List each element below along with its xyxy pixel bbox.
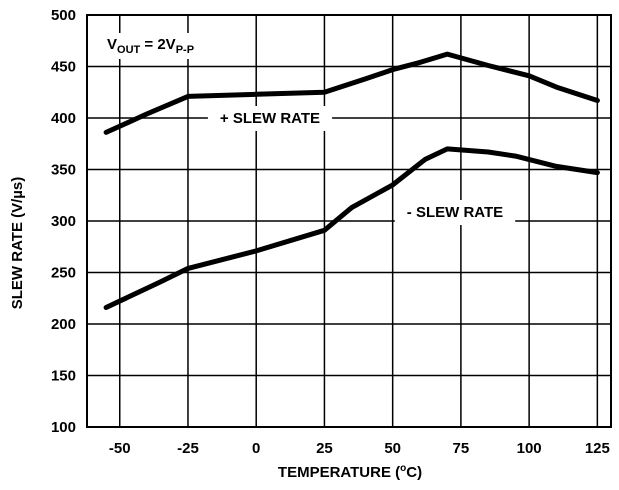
y-tick-label: 350 — [51, 162, 76, 179]
x-axis-title: TEMPERATURE (oC) — [278, 463, 422, 481]
x-tick-label: 75 — [453, 440, 470, 457]
x-tick-label: -25 — [177, 440, 199, 457]
annotation-background — [99, 33, 203, 59]
series-label-background — [394, 200, 516, 225]
y-tick-label: 200 — [51, 316, 76, 333]
x-tick-label: -50 — [109, 440, 131, 457]
y-axis-title: SLEW RATE (V/µs) — [9, 177, 26, 310]
y-tick-label: 100 — [51, 419, 76, 436]
x-tick-label: 0 — [252, 440, 260, 457]
series-label: - SLEW RATE — [407, 204, 503, 221]
series-lines — [103, 51, 600, 310]
y-tick-label: 150 — [51, 368, 76, 385]
y-tick-label: 250 — [51, 265, 76, 282]
tick-labels: -50 -25 0 25 50 75 100 125 100 150 200 250 300 350 400… — [51, 7, 610, 457]
x-tick-label: 125 — [585, 440, 610, 457]
y-tick-label: 500 — [51, 7, 76, 24]
series-label-background — [207, 106, 333, 131]
y-tick-label: 300 — [51, 213, 76, 230]
y-tick-label: 400 — [51, 110, 76, 127]
x-tick-label: 50 — [384, 440, 401, 457]
x-tick-label: 100 — [517, 440, 542, 457]
series-line-negative-slew — [103, 146, 600, 310]
plot-frame — [86, 14, 612, 428]
series-labels: + SLEW RATE - SLEW RATE — [207, 106, 516, 225]
series-line-positive-slew — [103, 51, 600, 135]
x-tick-label: 25 — [316, 440, 333, 457]
y-tick-label: 450 — [51, 59, 76, 76]
series-label: + SLEW RATE — [220, 110, 320, 127]
vout-annotation: VOUT = 2VP-P — [107, 36, 194, 56]
